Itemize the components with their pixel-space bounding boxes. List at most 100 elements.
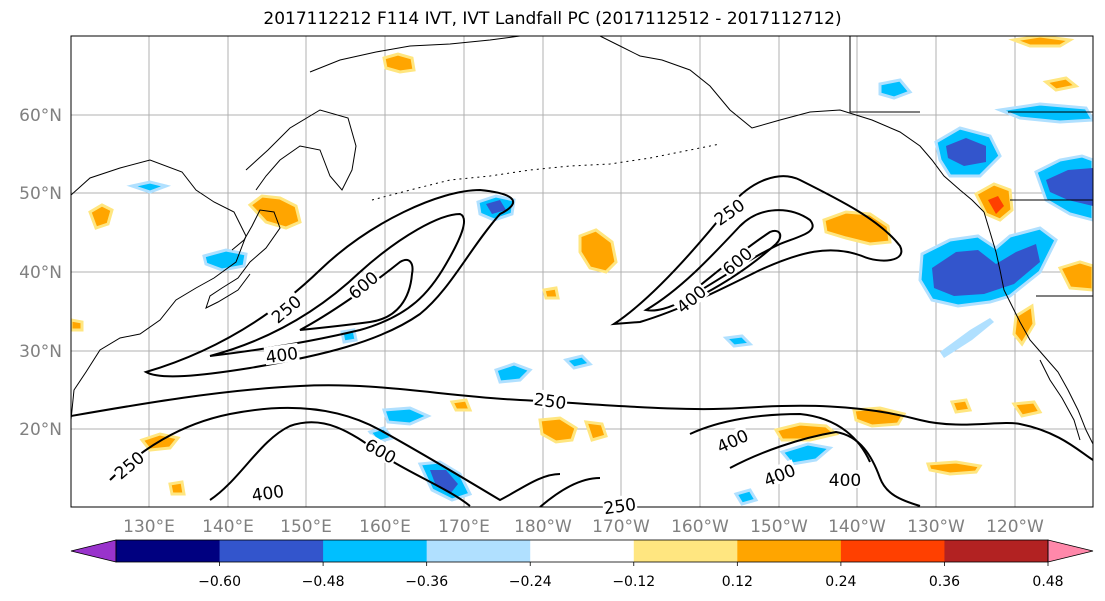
negative-anomaly-patch (994, 102, 1093, 124)
colorbar-label: −0.48 (302, 574, 345, 590)
contour-label-bg (249, 480, 286, 504)
positive-anomaly-patch (542, 286, 560, 300)
lat-label: 30°N (19, 342, 62, 362)
asia-coastline (71, 159, 247, 421)
positive-anomaly-patch (852, 406, 907, 428)
contour-label: 250 (533, 390, 568, 414)
negative-anomaly-patch (722, 334, 754, 348)
negative-anomaly-patch (932, 244, 1040, 296)
longitude-labels: 130°E 140°E 150°E 160°E 170°E 180°W 170°W 160°W… (123, 517, 1044, 537)
negative-anomaly-patch (733, 488, 759, 506)
lat-label: 50°N (19, 184, 62, 204)
positive-anomaly-patch (382, 52, 416, 74)
contour-label-group: 250 (532, 388, 569, 414)
positive-anomaly-patch (247, 194, 302, 230)
positive-anomaly-patch (949, 398, 973, 414)
contour-label: 400 (265, 344, 300, 368)
colorbar-min-extension (70, 539, 117, 563)
ivt-contour-250-southeast (689, 412, 871, 463)
contour-label-group: 250 (601, 493, 638, 519)
contour-label-bg (717, 242, 756, 279)
colorbar-label: −0.60 (198, 574, 241, 590)
contour-label-bg (532, 388, 569, 412)
colorbar-label: −0.12 (612, 574, 655, 590)
lon-label: 150°E (280, 517, 332, 537)
colorbar-segment (426, 540, 531, 562)
ivt-contour-400-south (109, 406, 561, 502)
aleutian-islands (371, 143, 721, 201)
contour-label-bg (709, 194, 748, 229)
ivt-contour-250-south (71, 384, 1093, 461)
contour-label: 250 (603, 495, 638, 519)
positive-anomaly-patch (449, 398, 473, 412)
anomaly-shading (71, 36, 1093, 506)
kamchatka-coastline (245, 109, 357, 191)
negative-anomaly-patch (202, 248, 248, 272)
map-border (70, 35, 1094, 508)
alaska-coastline (599, 36, 985, 213)
positive-anomaly-patch (1042, 76, 1080, 92)
lon-label: 120°W (986, 517, 1044, 537)
ivt-contour-600-south (209, 421, 471, 507)
colorbar-label: 0.12 (722, 574, 753, 590)
negative-anomaly-patch (1046, 168, 1093, 206)
colorbar-max-extension (1047, 539, 1094, 563)
lon-label: 140°E (202, 517, 254, 537)
ivt-contour-250-west (143, 188, 515, 378)
lon-label: 170°E (438, 517, 490, 537)
colorbar-label: 0.24 (825, 574, 856, 590)
contour-label-bg (760, 459, 799, 489)
colorbar-label: 0.36 (929, 574, 960, 590)
colorbar: −0.60 −0.48 −0.36 −0.24 −0.12 0.12 0.24 0.36 0.4… (70, 539, 1094, 590)
lon-label: 130°W (907, 517, 965, 537)
positive-anomaly-patch (583, 420, 608, 442)
contour-label-bg (828, 470, 862, 488)
border-lines (849, 36, 1093, 297)
negative-anomaly-patch (878, 78, 913, 100)
negative-anomaly-patch (563, 354, 593, 370)
positive-anomaly-patch (822, 210, 892, 246)
lon-label: 130°E (123, 517, 175, 537)
negative-anomaly-patch (486, 200, 506, 214)
contour-label-bg (109, 446, 148, 483)
lon-label: 160°W (671, 517, 729, 537)
contour-label-bg (266, 290, 305, 327)
contour-label-group: 400 (263, 342, 300, 368)
positive-anomaly-patch (1012, 303, 1036, 347)
lat-label: 20°N (19, 420, 62, 440)
positive-anomaly-patch (578, 228, 618, 274)
contour-label-bg (361, 433, 401, 467)
positive-anomaly-patch (773, 422, 840, 442)
bering-coastline (309, 36, 521, 73)
contour-label-bg (343, 266, 382, 303)
positive-anomaly-patch (71, 318, 84, 332)
positive-anomaly-patch (988, 196, 1004, 214)
baja-coastline (1039, 359, 1081, 441)
positive-anomaly-patch (925, 460, 983, 476)
negative-anomaly-patch (381, 406, 432, 426)
lon-label: 140°W (828, 517, 886, 537)
map-title: 2017112212 F114 IVT, IVT Landfall PC (20… (263, 9, 842, 29)
negative-anomaly-patch (126, 180, 172, 194)
lon-label: 150°W (750, 517, 808, 537)
contour-label-group: 400 (249, 480, 286, 506)
japan-coastline (205, 209, 281, 309)
contour-label-bg (601, 493, 638, 517)
colorbar-segment (219, 540, 324, 562)
north-america-coastline (983, 211, 1093, 445)
contour-label-group: 400 (828, 470, 862, 491)
colorbar-segment (737, 540, 842, 562)
map-content (71, 36, 1093, 507)
colorbar-segment (944, 540, 1049, 562)
colorbar-segment (840, 540, 945, 562)
lat-label: 60°N (19, 106, 62, 126)
colorbar-segment (116, 540, 221, 562)
lon-label: 180°W (514, 517, 572, 537)
colorbar-label: −0.36 (405, 574, 448, 590)
ivt-contour-250-bottom (539, 477, 601, 507)
contour-label-bg (712, 424, 752, 456)
colorbar-segment (633, 540, 738, 562)
contour-label-bg (671, 280, 710, 317)
contour-label: 400 (829, 471, 861, 491)
